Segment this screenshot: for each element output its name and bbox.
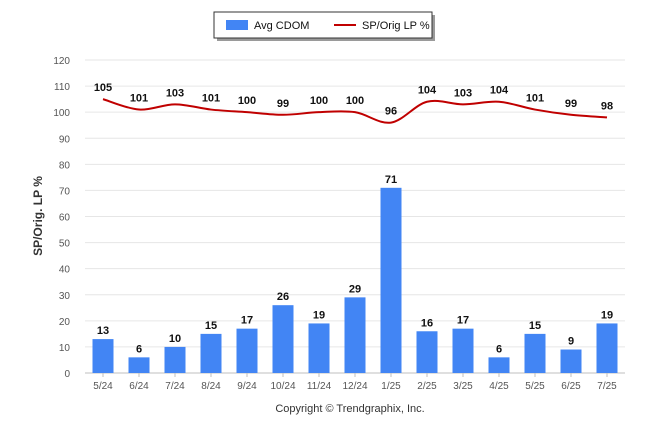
y-tick-label: 60 (59, 213, 71, 224)
line-value-label: 99 (277, 98, 289, 110)
bar-value-label: 13 (97, 325, 109, 337)
legend-box (213, 11, 433, 39)
bar (416, 331, 438, 373)
bar-value-label: 19 (313, 309, 325, 321)
bar (380, 187, 402, 373)
legend-bar-swatch (226, 20, 248, 30)
y-tick-label: 30 (59, 291, 71, 302)
bar-value-label: 9 (568, 336, 574, 348)
x-tick-label: 10/24 (270, 381, 295, 392)
legend-bar-label: Avg CDOM (254, 20, 309, 32)
bar-data-labels: 13 6 10 15 17 26 19 29 71 16 17 6 15 9 19 (97, 174, 613, 356)
legend-line-label: SP/Orig LP % (362, 20, 430, 32)
bar (128, 357, 150, 373)
x-tick-label: 5/25 (525, 381, 545, 392)
y-tick-label: 90 (59, 134, 71, 145)
line-value-label: 96 (385, 106, 397, 118)
x-tick-label: 8/24 (201, 381, 221, 392)
line-series (102, 98, 608, 124)
bar (596, 323, 618, 373)
legend: Avg CDOM SP/Orig LP % (213, 11, 435, 41)
y-tick-label: 40 (59, 265, 71, 276)
bar-value-label: 6 (136, 343, 142, 355)
bar-series (92, 187, 618, 373)
x-tick-label: 6/24 (129, 381, 149, 392)
y-tick-label: 10 (59, 343, 71, 354)
bar-value-label: 71 (385, 174, 397, 186)
bar-value-label: 29 (349, 283, 361, 295)
line-value-label: 100 (346, 95, 364, 107)
bar (308, 323, 330, 373)
line-value-label: 104 (490, 85, 509, 97)
bar-value-label: 16 (421, 317, 433, 329)
x-tick-label: 12/24 (342, 381, 367, 392)
line-value-label: 101 (202, 93, 220, 105)
bar-value-label: 17 (241, 315, 253, 327)
copyright-text: Copyright © Trendgraphix, Inc. (275, 403, 424, 415)
line-value-label: 105 (94, 82, 112, 94)
y-tick-label: 70 (59, 186, 71, 197)
line-value-label: 100 (238, 95, 256, 107)
bar (452, 328, 474, 373)
bar-value-label: 6 (496, 343, 502, 355)
y-tick-label: 0 (64, 369, 70, 380)
bar-value-label: 15 (205, 320, 217, 332)
x-tick-label: 2/25 (417, 381, 437, 392)
y-tick-label: 80 (59, 160, 71, 171)
grid-layer (85, 59, 625, 374)
x-tick-label: 6/25 (561, 381, 581, 392)
x-tick-label: 9/24 (237, 381, 257, 392)
line-value-label: 98 (601, 100, 613, 112)
bar (164, 346, 186, 373)
bar (272, 305, 294, 373)
y-tick-label: 20 (59, 317, 71, 328)
x-tick-label: 5/24 (93, 381, 113, 392)
line-value-label: 101 (526, 93, 544, 105)
y-axis-label: SP/Orig. LP % (31, 176, 45, 256)
line-path (102, 98, 608, 124)
y-tick-label: 120 (53, 56, 70, 67)
x-tick-label: 4/25 (489, 381, 509, 392)
bar (344, 297, 366, 373)
x-axis-ticks: 5/24 6/24 7/24 8/24 9/24 10/24 11/24 12/24 1/25 2… (93, 373, 617, 392)
line-value-label: 104 (418, 85, 437, 97)
y-tick-label: 100 (53, 108, 70, 119)
bar (236, 328, 258, 373)
line-value-label: 99 (565, 98, 577, 110)
line-value-label: 100 (310, 95, 328, 107)
x-tick-label: 7/24 (165, 381, 185, 392)
line-data-labels: 105 101 103 101 100 99 100 100 96 104 103 104 101 99 9… (94, 82, 613, 117)
bar-value-label: 26 (277, 291, 289, 303)
line-value-label: 101 (130, 93, 148, 105)
x-tick-label: 11/24 (307, 381, 332, 392)
bar (92, 339, 114, 373)
x-tick-label: 1/25 (381, 381, 401, 392)
line-value-label: 103 (166, 87, 184, 99)
bar (560, 349, 582, 373)
bar-value-label: 19 (601, 309, 613, 321)
y-tick-label: 110 (54, 82, 70, 93)
bar-value-label: 17 (457, 315, 469, 327)
bar-value-label: 10 (169, 333, 181, 345)
line-value-label: 103 (454, 87, 472, 99)
x-tick-label: 3/25 (453, 381, 473, 392)
bar (200, 333, 222, 373)
bar (524, 333, 546, 373)
bar-value-label: 15 (529, 320, 541, 332)
y-axis-ticks: 0 10 20 30 40 50 60 70 80 90 100 110 120 (53, 56, 70, 380)
bar (488, 357, 510, 373)
x-tick-label: 7/25 (597, 381, 617, 392)
y-tick-label: 50 (59, 239, 71, 250)
